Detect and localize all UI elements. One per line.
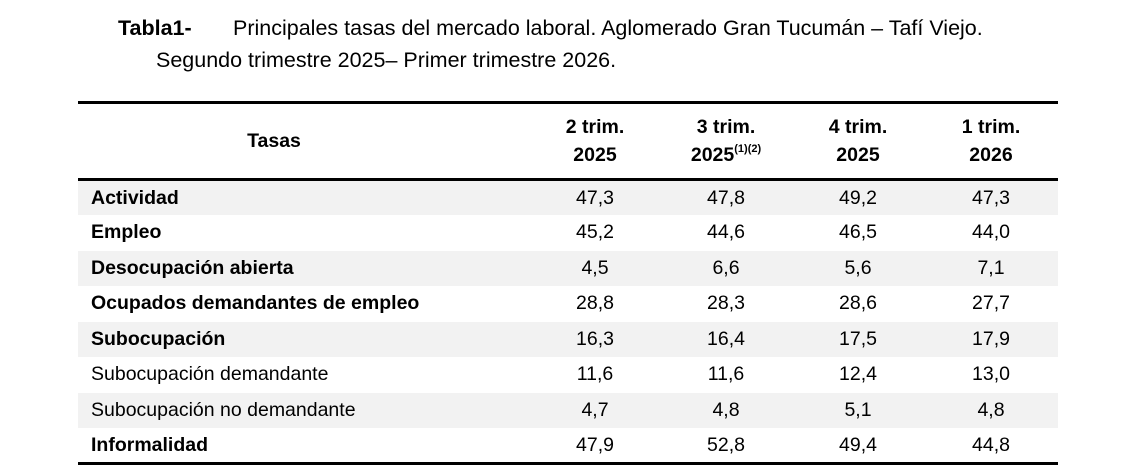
row-value: 7,1 — [924, 250, 1058, 286]
row-value: 16,3 — [530, 321, 660, 357]
row-value: 44,8 — [924, 428, 1058, 465]
row-value: 28,8 — [576, 292, 614, 315]
header-period-line2: 2026 — [969, 144, 1013, 166]
row-value: 52,8 — [660, 428, 792, 465]
row-label: Subocupación demandante — [91, 363, 329, 386]
table-row: Informalidad 47,9 52,8 49,4 44,8 — [78, 428, 1058, 465]
header-period-line2-wrap: 2025(1)(2) — [660, 141, 792, 169]
labor-market-rates-table: Tasas 2 trim. 2025 3 trim. 2025(1)(2) 4 … — [78, 101, 1058, 465]
header-period-line2-wrap: 2026 — [924, 141, 1058, 169]
row-label: Desocupación abierta — [78, 250, 530, 286]
header-period-line2: 2025 — [836, 144, 880, 166]
row-value: 17,9 — [924, 321, 1058, 357]
row-label: Empleo — [91, 221, 162, 244]
row-value: 17,5 — [792, 321, 924, 357]
row-label: Ocupados demandantes de empleo — [91, 292, 420, 315]
header-period-line2-wrap: 2025 — [792, 141, 924, 169]
row-value: 4,7 — [530, 392, 660, 428]
header-period-line1: 1 trim. — [961, 116, 1021, 138]
row-value: 27,7 — [972, 292, 1010, 315]
row-value: 4,8 — [924, 392, 1058, 428]
row-value: 16,4 — [660, 321, 792, 357]
header-tasas: Tasas — [78, 101, 530, 181]
row-value: 11,6 — [576, 363, 614, 386]
row-value: 6,6 — [660, 250, 792, 286]
header-period: 4 trim. 2025 — [792, 101, 924, 181]
row-value: 47,3 — [924, 179, 1058, 215]
row-value: 11,6 — [707, 363, 745, 386]
table-row: Desocupación abierta 4,5 6,6 5,6 7,1 — [78, 250, 1058, 286]
row-value: 4,5 — [530, 250, 660, 286]
table-row: Subocupación 16,3 16,4 17,5 17,9 — [78, 321, 1058, 357]
header-period: 3 trim. 2025(1)(2) — [660, 101, 792, 181]
row-value: 28,6 — [839, 292, 877, 315]
header-period-line1: 3 trim. — [696, 116, 756, 138]
header-period-line2: 2025 — [573, 144, 617, 166]
table-row: Empleo 45,2 44,6 46,5 44,0 — [78, 215, 1058, 251]
table-row: Subocupación demandante 11,6 11,6 12,4 1… — [78, 357, 1058, 393]
row-label: Subocupación — [78, 321, 530, 357]
row-label: Subocupación no demandante — [78, 392, 530, 428]
row-value: 49,4 — [792, 428, 924, 465]
row-value: 47,8 — [660, 179, 792, 215]
table-header-row: Tasas 2 trim. 2025 3 trim. 2025(1)(2) 4 … — [78, 101, 1058, 181]
row-value: 47,3 — [530, 179, 660, 215]
caption-label: Tabla1- — [118, 16, 192, 40]
row-value: 49,2 — [792, 179, 924, 215]
row-value: 12,4 — [839, 363, 877, 386]
row-value: 46,5 — [839, 221, 877, 244]
header-period-line2-wrap: 2025 — [530, 141, 660, 169]
table-caption: Tabla1- Principales tasas del mercado lab… — [118, 12, 1118, 76]
row-value: 44,6 — [707, 221, 745, 244]
caption-title-line2: Segundo trimestre 2025– Primer trimestre… — [156, 48, 617, 72]
row-value: 44,0 — [972, 221, 1010, 244]
header-footnote-ref: (1)(2) — [734, 143, 762, 155]
header-period-line2: 2025 — [690, 144, 735, 166]
table-row: Subocupación no demandante 4,7 4,8 5,1 4… — [78, 392, 1058, 428]
row-value: 45,2 — [576, 221, 614, 244]
row-value: 5,1 — [792, 392, 924, 428]
caption-title-line1: Principales tasas del mercado laboral. A… — [233, 16, 983, 40]
header-period-line1: 4 trim. — [828, 116, 888, 138]
header-period: 2 trim. 2025 — [530, 101, 660, 181]
header-period: 1 trim. 2026 — [924, 101, 1058, 181]
table-body: Actividad 47,3 47,8 49,2 47,3 Empleo 45,… — [78, 179, 1058, 465]
row-value: 28,3 — [707, 292, 745, 315]
table-row: Ocupados demandantes de empleo 28,8 28,3… — [78, 286, 1058, 322]
row-label: Informalidad — [78, 428, 530, 465]
header-period-line1: 2 trim. — [565, 116, 625, 138]
row-label: Actividad — [78, 179, 530, 215]
row-value: 13,0 — [972, 363, 1010, 386]
row-value: 47,9 — [530, 428, 660, 465]
table-row: Actividad 47,3 47,8 49,2 47,3 — [78, 179, 1058, 215]
row-value: 5,6 — [792, 250, 924, 286]
row-value: 4,8 — [660, 392, 792, 428]
